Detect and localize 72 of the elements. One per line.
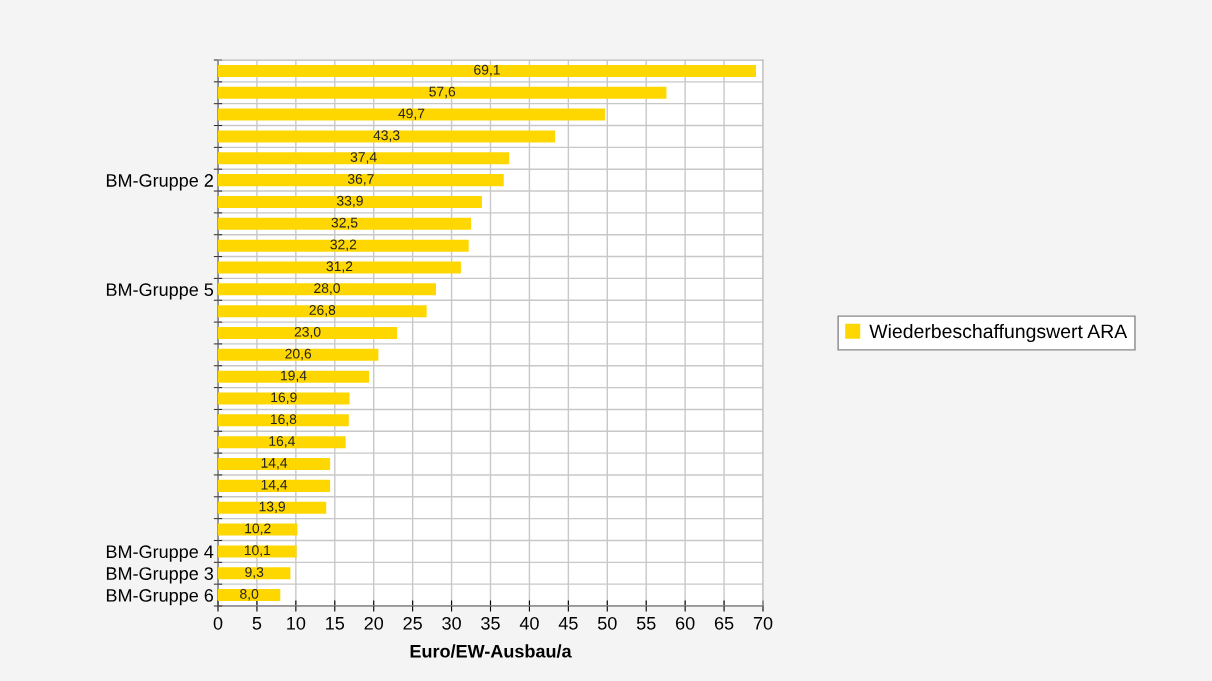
x-tick-label: 35: [481, 616, 500, 630]
bar: [218, 326, 398, 340]
bar: [218, 261, 461, 274]
data-label: 43,3: [373, 130, 400, 142]
bar: [218, 283, 436, 296]
bar: [218, 545, 297, 558]
x-tick-label: 10: [287, 616, 306, 630]
data-label: 36,7: [347, 174, 374, 186]
x-tick-label: 15: [326, 617, 345, 630]
data-label: 32,2: [330, 239, 357, 252]
y-tick-label: BM-Gruppe 2: [106, 174, 213, 191]
data-label: 10,2: [245, 523, 271, 535]
bar: [218, 217, 472, 230]
data-label: 49,7: [398, 108, 425, 120]
data-label: 31,2: [326, 261, 353, 273]
x-tick-label: 45: [558, 617, 578, 630]
data-label: 23,0: [294, 326, 321, 339]
data-label: 14,4: [261, 479, 288, 492]
x-tick-label: 50: [597, 616, 617, 630]
data-label: 16,8: [270, 414, 297, 426]
x-tick-label: 55: [636, 617, 656, 630]
bar: [218, 130, 556, 143]
x-axis-title: Euro/EW-Ausbau/a: [410, 644, 572, 658]
bar: [218, 348, 379, 361]
data-label: 28,0: [314, 283, 340, 295]
data-label: 9,3: [245, 567, 264, 579]
bar: [218, 458, 331, 471]
x-tick-label: 30: [442, 616, 461, 630]
x-tick-label: 25: [403, 616, 422, 630]
bar: [218, 414, 349, 427]
data-label: 33,9: [336, 195, 363, 208]
bar: [218, 567, 291, 580]
y-tick-label: BM-Gruppe 3: [106, 567, 214, 584]
x-tick-label: 40: [519, 616, 539, 630]
x-tick-label: 0: [213, 616, 223, 630]
x-tick-label: 20: [364, 616, 384, 630]
data-label: 57,6: [429, 86, 456, 99]
x-tick-label: 5: [252, 617, 262, 630]
bar: [218, 239, 469, 252]
data-label: 37,4: [350, 152, 377, 164]
bar: [218, 501, 327, 514]
bar: [218, 523, 298, 536]
data-label: 32,5: [331, 217, 358, 230]
bar: [218, 479, 331, 492]
data-label: 16,9: [271, 392, 297, 404]
y-tick-label: BM-Gruppe 4: [106, 545, 214, 562]
x-tick-label: 70: [753, 616, 773, 630]
bar: [218, 174, 504, 187]
data-label: 14,4: [261, 458, 288, 470]
bar: [218, 305, 427, 318]
data-label: 13,9: [259, 501, 285, 514]
bar: [218, 436, 346, 449]
bar: [218, 152, 510, 165]
data-label: 69,1: [474, 64, 500, 77]
data-label: 26,8: [309, 305, 336, 317]
bar: [218, 195, 482, 208]
data-label: 8,0: [240, 588, 259, 601]
legend-label: Wiederbeschaffungswert ARA: [869, 323, 1128, 343]
bar: [218, 589, 281, 602]
bar: [218, 108, 605, 121]
bar: [218, 86, 667, 99]
x-tick-label: 60: [676, 616, 695, 630]
bar: [218, 64, 756, 77]
y-tick-label: BM-Gruppe 5: [106, 283, 214, 300]
bar: [218, 392, 350, 405]
data-label: 10,1: [244, 545, 271, 557]
bar: [218, 370, 370, 383]
data-label: 16,4: [269, 436, 295, 448]
x-tick-label: 65: [714, 616, 734, 630]
data-label: 19,4: [281, 370, 307, 383]
y-tick-label: BM-Gruppe 6: [106, 589, 214, 606]
data-label: 20,6: [285, 348, 312, 361]
